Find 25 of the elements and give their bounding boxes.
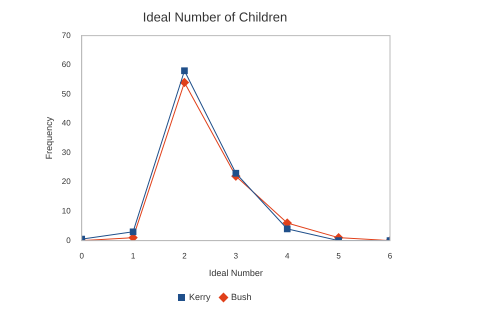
y-tick-label: 20 [62,177,72,186]
chart-title: Ideal Number of Children [142,9,288,24]
point [130,228,136,236]
y-tick-label: 70 [62,30,72,40]
point [181,67,188,74]
y-tick-label: 40 [62,118,72,128]
y-tick-label: 0 [66,236,72,245]
y-tick-label: 10 [62,206,72,216]
x-tick-label: 3 [234,252,239,261]
y-axis-title: Frequency [44,116,54,160]
x-tick-label: 4 [285,252,290,261]
legend-label: Bush [230,292,252,302]
x-axis-title: Ideal Number [208,268,263,278]
y-tick-label: 60 [62,60,72,70]
x-tick-label: 0 [79,252,84,261]
y-tick-label: 30 [62,148,72,157]
x-tick-label: 5 [336,252,342,261]
point [180,78,189,87]
x-tick-label: 2 [182,252,188,261]
x-tick-label: 6 [388,252,393,261]
point [232,170,240,177]
x-tick-label: 1 [130,252,136,261]
y-tick-label: 50 [62,89,72,98]
point [284,226,291,232]
legend-label: Kerry [188,292,211,302]
